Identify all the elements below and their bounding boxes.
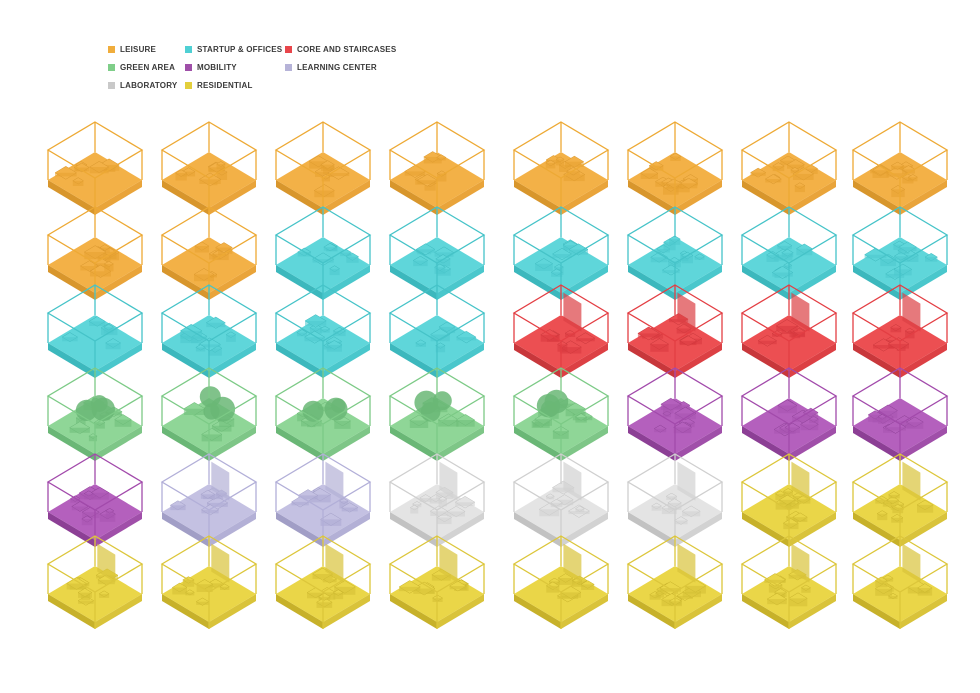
legend-item-learning: LEARNING CENTER [285, 58, 415, 76]
module-startup [388, 284, 486, 378]
module-lab [388, 453, 486, 547]
legend-label: STARTUP & OFFICES [197, 44, 283, 54]
module-learning [160, 453, 258, 547]
module-residential [740, 535, 838, 629]
legend-label: LABORATORY [120, 80, 178, 90]
legend-swatch-startup [185, 45, 192, 53]
module-residential [160, 535, 258, 629]
module-leisure [160, 206, 258, 300]
module-green [388, 367, 486, 461]
module-residential [626, 535, 724, 629]
legend-label: RESIDENTIAL [197, 80, 253, 90]
module-lab [512, 453, 610, 547]
module-leisure [388, 121, 486, 215]
legend-item-green: GREEN AREA [108, 58, 185, 76]
module-leisure [740, 121, 838, 215]
legend-label: GREEN AREA [120, 62, 176, 72]
legend-swatch-core [285, 45, 292, 53]
module-leisure [160, 121, 258, 215]
legend-label: CORE AND STAIRCASES [297, 44, 397, 54]
module-lab [626, 453, 724, 547]
legend-swatch-lab [108, 81, 115, 89]
module-startup [740, 206, 838, 300]
module-residential [851, 535, 949, 629]
legend-swatch-learning [285, 63, 292, 71]
module-mobility [740, 367, 838, 461]
module-leisure [851, 121, 949, 215]
legend-item-residential: RESIDENTIAL [185, 76, 285, 94]
legend-swatch-residential [185, 81, 192, 89]
module-green [160, 367, 258, 461]
module-leisure [46, 121, 144, 215]
legend-label: MOBILITY [197, 62, 237, 72]
module-residential [46, 535, 144, 629]
module-residential [851, 453, 949, 547]
module-green [46, 367, 144, 461]
legend-item-leisure: LEISURE [108, 40, 185, 58]
module-mobility [46, 453, 144, 547]
module-learning [274, 453, 372, 547]
legend-swatch-mobility [185, 63, 192, 71]
module-core [851, 284, 949, 378]
module-startup [46, 284, 144, 378]
module-core [740, 284, 838, 378]
module-startup [160, 284, 258, 378]
legend-label: LEISURE [120, 44, 157, 54]
legend: LEISURE GREEN AREA LABORATORY STARTUP & OFF… [108, 40, 415, 94]
module-residential [388, 535, 486, 629]
legend-swatch-green [108, 63, 115, 71]
module-leisure [274, 121, 372, 215]
legend-item-lab: LABORATORY [108, 76, 185, 94]
module-core [626, 284, 724, 378]
module-leisure [512, 121, 610, 215]
module-residential [274, 535, 372, 629]
module-leisure [626, 121, 724, 215]
module-mobility [851, 367, 949, 461]
legend-item-core: CORE AND STAIRCASES [285, 40, 415, 58]
module-residential [740, 453, 838, 547]
module-startup [274, 284, 372, 378]
module-green [512, 367, 610, 461]
module-green [274, 367, 372, 461]
legend-item-startup: STARTUP & OFFICES [185, 40, 285, 58]
legend-item-mobility: MOBILITY [185, 58, 285, 76]
legend-label: LEARNING CENTER [297, 62, 377, 72]
module-core [512, 284, 610, 378]
module-mobility [626, 367, 724, 461]
legend-swatch-leisure [108, 45, 115, 53]
module-residential [512, 535, 610, 629]
